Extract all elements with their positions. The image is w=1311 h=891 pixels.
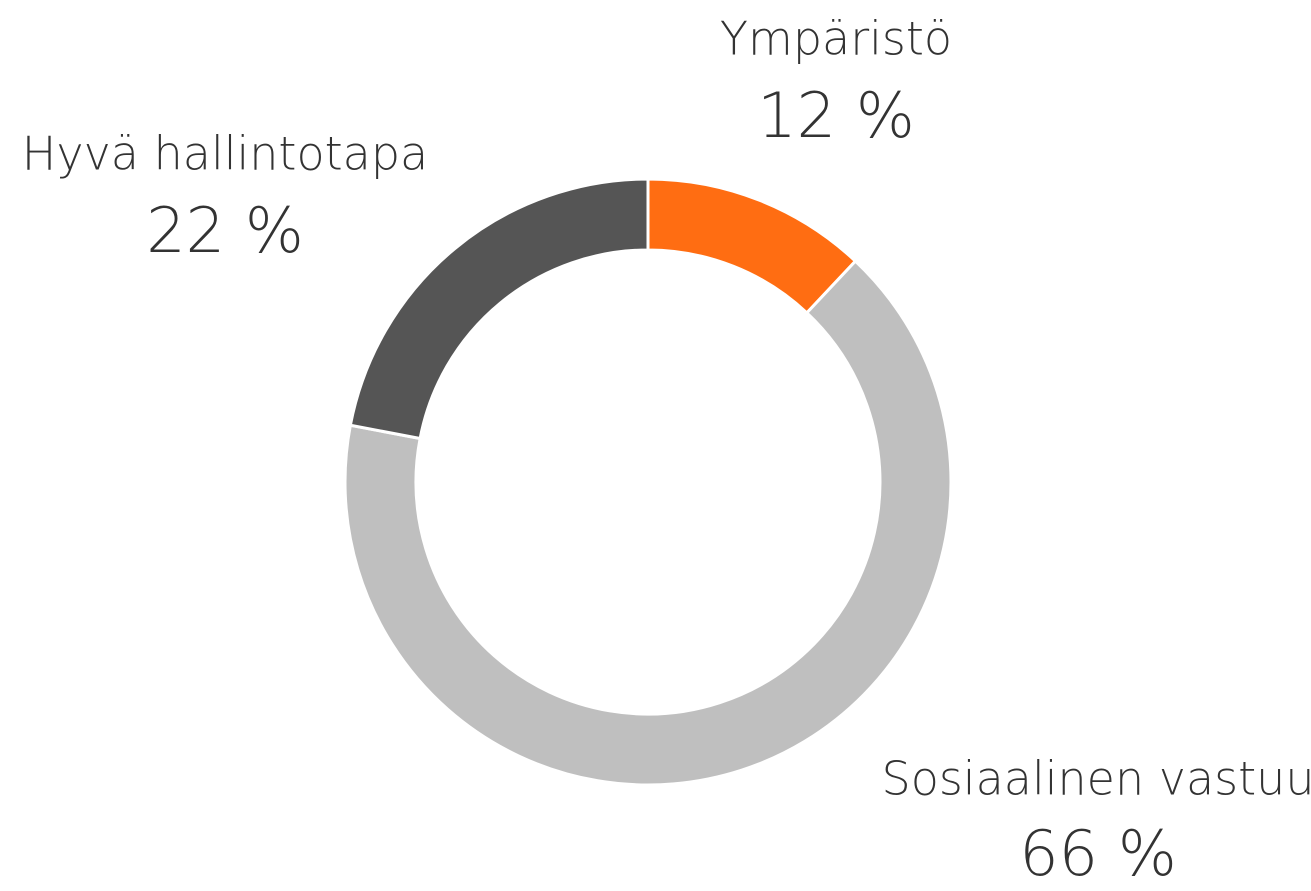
value-label: 12 % — [757, 79, 915, 152]
value-label: 22 % — [146, 194, 304, 267]
donut-segment — [343, 258, 953, 787]
segment-label: Ympäristö — [720, 12, 952, 66]
value-label: 66 % — [1019, 817, 1177, 890]
donut-segment — [348, 177, 650, 441]
segment-label: Sosiaalinen vastuu — [882, 752, 1311, 806]
segment-label: Hyvä hallintotapa — [22, 127, 428, 181]
